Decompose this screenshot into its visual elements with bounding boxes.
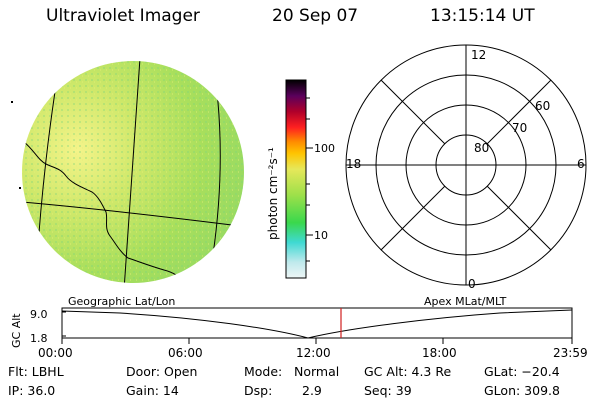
- xtick-label: 12:00: [296, 346, 331, 360]
- mlt-label-0: 0: [468, 277, 476, 291]
- mlt-diagonal: [486, 79, 552, 145]
- mode-value: Normal: [294, 364, 340, 379]
- mlt-label-18: 18: [346, 157, 361, 171]
- xtick-label: 18:00: [422, 346, 457, 360]
- time-label: 13:15:14 UT: [430, 6, 535, 26]
- mlt-diagonal: [380, 79, 446, 145]
- glon-info: GLon: 309.8: [484, 383, 560, 398]
- lat-label-70: 70: [512, 121, 527, 135]
- date-label: 20 Sep 07: [272, 6, 359, 26]
- colorbar-label: photon cm⁻²s⁻¹: [266, 147, 280, 240]
- altitude-frame: [61, 307, 573, 339]
- dsp-value: 2.9: [302, 383, 322, 398]
- xtick-label: 06:00: [168, 346, 203, 360]
- ytick-label: 9.0: [30, 308, 48, 321]
- meridian-line: [123, 61, 141, 283]
- ytick-label: 1.8: [30, 332, 48, 345]
- mlt-diagonal: [486, 185, 552, 251]
- seq-info: Seq: 39: [364, 383, 412, 398]
- altitude-curve: [61, 309, 573, 339]
- colorbar: 100 10 photon cm⁻²s⁻¹: [266, 79, 335, 279]
- coastline: [23, 141, 187, 283]
- lat-label-80: 80: [474, 141, 489, 155]
- mlt-label-12: 12: [471, 48, 486, 62]
- instrument-title: Ultraviolet Imager: [46, 6, 200, 26]
- gc-alt-info: GC Alt: 4.3 Re: [364, 364, 452, 379]
- coastline: [45, 69, 53, 93]
- flt-info: Flt: LBHL: [8, 364, 64, 379]
- gain-info: Gain: 14: [126, 383, 179, 398]
- dsp-label: Dsp:: [244, 383, 273, 398]
- ip-info: IP: 36.0: [8, 383, 56, 398]
- uv-earth-image: [11, 61, 244, 283]
- apex-title: Apex MLat/MLT: [424, 295, 507, 308]
- xtick-label: 00:00: [38, 346, 73, 360]
- mode-label: Mode:: [244, 364, 283, 379]
- glat-info: GLat: −20.4: [484, 364, 560, 379]
- altitude-panel: Geographic Lat/Lon Apex MLat/MLT GC Alt …: [10, 295, 588, 360]
- altitude-ylabel: GC Alt: [10, 313, 23, 348]
- mlt-diagonal: [380, 185, 446, 251]
- polar-plot: [345, 44, 587, 286]
- colorbar-tick-label: 100: [314, 142, 335, 155]
- geographic-title: Geographic Lat/Lon: [68, 295, 175, 308]
- parallel-line: [22, 201, 241, 227]
- lat-label-60: 60: [535, 99, 550, 113]
- mlt-label-6: 6: [577, 157, 585, 171]
- colorbar-tick-label: 10: [314, 229, 328, 242]
- xtick-label: 23:59: [553, 346, 588, 360]
- door-info: Door: Open: [126, 364, 198, 379]
